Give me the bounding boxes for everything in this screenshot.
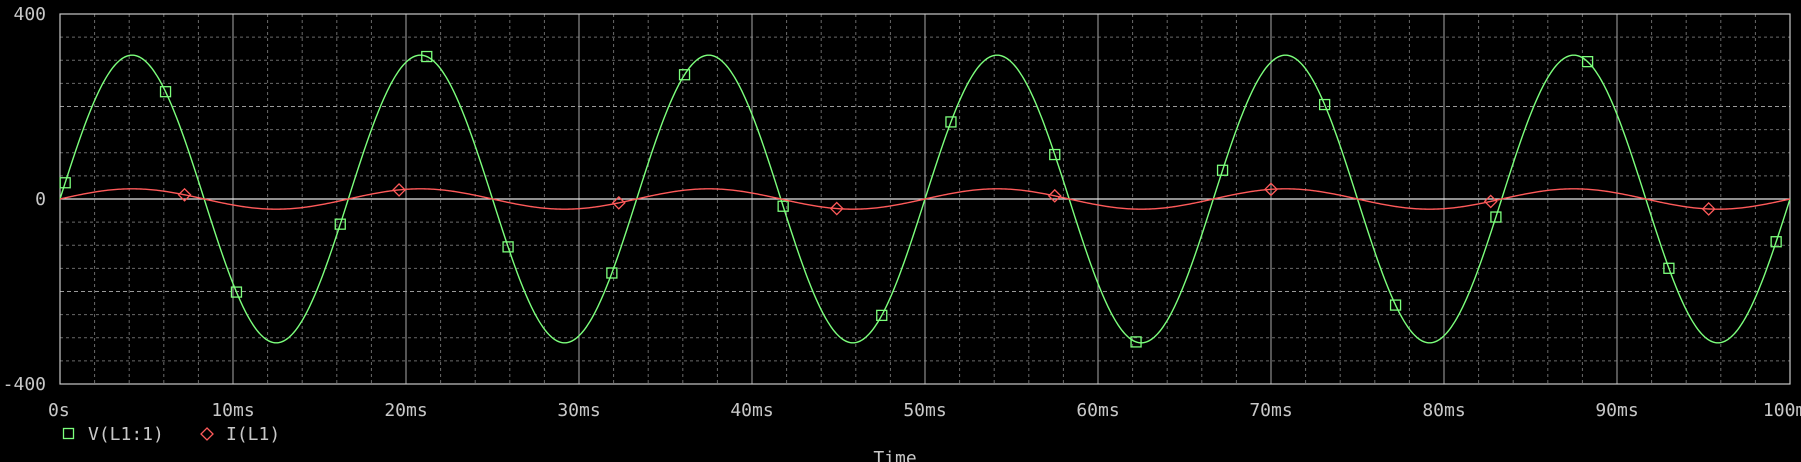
- legend[interactable]: V(L1:1) I(L1): [62, 424, 281, 445]
- data-point-square: [1216, 164, 1229, 176]
- data-point-square: [334, 218, 346, 230]
- legend-marker-diamond: [200, 427, 214, 441]
- data-point-diamond: [1047, 188, 1062, 203]
- data-point-square: [1581, 56, 1594, 68]
- data-point-diamond: [611, 195, 626, 210]
- x-tick-label: 30ms: [557, 400, 600, 421]
- x-tick-label: 50ms: [903, 400, 946, 421]
- data-point-diamond: [392, 182, 406, 197]
- data-point-square: [59, 177, 71, 189]
- x-tick-label: 70ms: [1249, 400, 1292, 421]
- x-tick-label: 20ms: [384, 400, 427, 421]
- data-point-square: [1770, 236, 1782, 248]
- data-point-diamond: [829, 201, 844, 216]
- x-tick-label: 100ms: [1763, 400, 1801, 421]
- x-tick-labels: 0s 10ms 20ms 30ms 40ms 50ms 60ms 70ms 80ms 90ms 10…: [48, 400, 1801, 421]
- data-point-square: [1490, 211, 1502, 223]
- y-tick-label: -400: [3, 374, 46, 395]
- data-point-diamond: [1264, 182, 1278, 197]
- data-point-diamond: [1701, 202, 1716, 216]
- data-point-square: [502, 241, 514, 253]
- x-tick-label: 10ms: [211, 400, 254, 421]
- data-point-square: [1049, 148, 1061, 161]
- y-tick-label: 400: [13, 4, 46, 25]
- series-line-2: [59, 188, 1791, 210]
- data-point-square: [1318, 98, 1331, 111]
- x-tick-label: 40ms: [730, 400, 773, 421]
- data-point-square: [876, 309, 888, 322]
- y-tick-labels: 400 0 -400: [3, 4, 46, 395]
- data-point-square: [421, 50, 433, 63]
- data-point-square: [777, 200, 789, 212]
- legend-marker-square: [62, 427, 75, 440]
- x-axis-label: Time: [873, 448, 916, 462]
- x-tick-label: 0s: [48, 400, 70, 421]
- legend-series-1[interactable]: V(L1:1): [88, 424, 164, 445]
- data-point-diamond: [177, 187, 192, 202]
- data-point-square: [230, 286, 243, 298]
- x-tick-label: 90ms: [1595, 400, 1638, 421]
- data-point-square: [678, 69, 691, 81]
- data-point-square: [945, 116, 957, 128]
- x-tick-label: 60ms: [1076, 400, 1119, 421]
- data-point-square: [159, 86, 172, 98]
- y-tick-label: 0: [35, 189, 46, 210]
- data-point-square: [1389, 299, 1402, 311]
- legend-series-2[interactable]: I(L1): [226, 424, 280, 445]
- data-point-square: [1130, 336, 1142, 348]
- data-point-square: [606, 267, 618, 279]
- x-tick-label: 80ms: [1422, 400, 1465, 421]
- data-point-square: [1663, 262, 1675, 274]
- data-point-diamond: [1483, 194, 1498, 209]
- series-layer: [59, 50, 1791, 348]
